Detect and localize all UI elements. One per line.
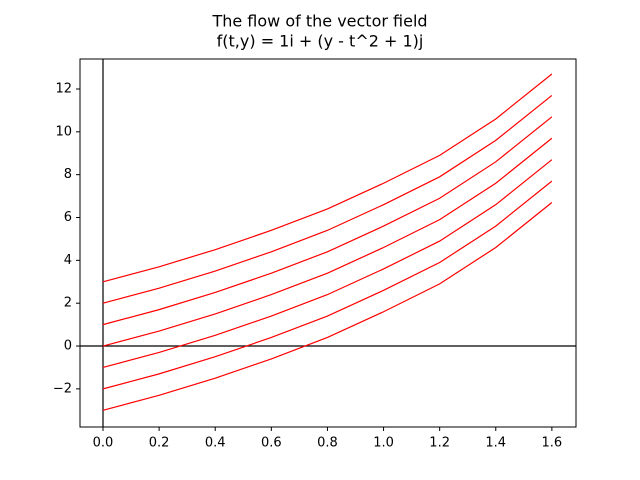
x-tick-label: 1.4 bbox=[485, 436, 506, 451]
flow-line bbox=[102, 137, 553, 347]
flow-line bbox=[102, 94, 553, 304]
y-tick-label: 12 bbox=[55, 81, 72, 96]
x-tick-label: 1.6 bbox=[542, 436, 563, 451]
flow-line bbox=[102, 159, 553, 369]
y-tick-label: 2 bbox=[64, 296, 72, 311]
y-tick-label: 6 bbox=[64, 210, 72, 225]
x-tick-label: 1.2 bbox=[429, 436, 450, 451]
flow-line bbox=[102, 73, 553, 283]
x-tick-label: 0.4 bbox=[205, 436, 226, 451]
y-tick-label: 8 bbox=[64, 167, 72, 182]
plot-frame bbox=[79, 58, 577, 428]
x-tick-label: 0.2 bbox=[149, 436, 170, 451]
y-tick-label: 10 bbox=[55, 124, 72, 139]
chart-title: The flow of the vector field bbox=[211, 12, 427, 31]
flow-line bbox=[102, 202, 553, 411]
x-tick-label: 0.8 bbox=[317, 436, 338, 451]
x-tick-label: 1.0 bbox=[373, 436, 394, 451]
x-tick-label: 0.0 bbox=[93, 436, 114, 451]
x-tick-label: 0.6 bbox=[261, 436, 282, 451]
y-tick-label: −2 bbox=[53, 381, 72, 396]
y-tick-label: 0 bbox=[64, 339, 72, 354]
flow-line bbox=[102, 180, 553, 390]
flow-line bbox=[102, 116, 553, 326]
chart-title: f(t,y) = 1i + (y - t^2 + 1)j bbox=[217, 32, 424, 51]
y-tick-label: 4 bbox=[64, 253, 72, 268]
